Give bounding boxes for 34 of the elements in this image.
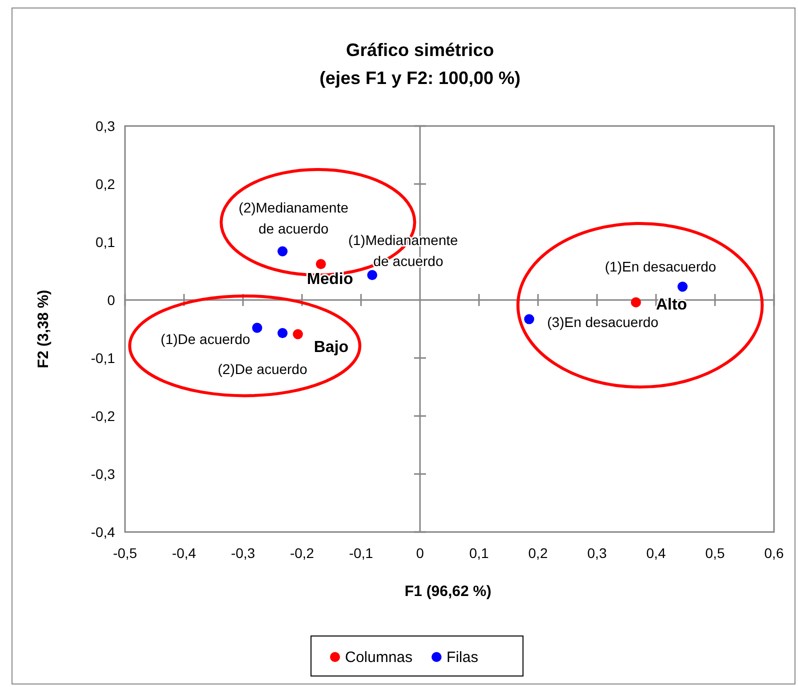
- x-tick-label: -0,3: [230, 545, 256, 561]
- y-tick-label: 0,3: [96, 118, 116, 134]
- annotation: (3)En desacuerdo: [547, 314, 659, 330]
- annotation: Bajo: [314, 339, 349, 356]
- annotation: (1)En desacuerdo: [604, 258, 716, 275]
- chart-title: Gráfico simétrico: [346, 40, 494, 60]
- legend-label: Filas: [446, 649, 478, 666]
- y-tick-label: -0,1: [90, 350, 116, 366]
- x-tick-label: 0: [416, 545, 424, 561]
- x-tick-label: 0,4: [646, 545, 666, 561]
- x-tick-label: -0,1: [348, 545, 374, 561]
- y-tick-label: 0: [107, 292, 116, 308]
- annotation: Alto: [656, 296, 688, 314]
- x-tick-label: 0,1: [469, 545, 489, 561]
- annotation: Medio: [306, 271, 354, 288]
- x-tick-label: -0,4: [172, 545, 196, 561]
- x-tick-label: 0,5: [705, 545, 725, 561]
- y-tick-label: 0,1: [96, 234, 116, 250]
- annotation: (1)De acuerdo: [160, 330, 250, 347]
- x-tick-label: 0,6: [764, 545, 784, 561]
- chart-subtitle: (ejes F1 y F2: 100,00 %): [319, 68, 521, 88]
- x-axis-title: F1 (96,62 %): [404, 583, 492, 600]
- y-tick-label: -0,2: [90, 408, 116, 424]
- legend-label: Columnas: [345, 649, 413, 666]
- annotation: (2)De acuerdo: [218, 361, 308, 378]
- y-axis-title: F2 (3,38 %): [35, 290, 52, 368]
- x-tick-label: -0,5: [112, 545, 138, 561]
- x-tick-label: 0,2: [528, 545, 548, 561]
- annotation: (2)Medianamente de acuerdo: [238, 199, 349, 236]
- y-tick-label: 0,2: [96, 176, 116, 192]
- y-tick-label: -0,3: [90, 466, 116, 482]
- x-tick-label: -0,2: [290, 545, 314, 561]
- y-tick-label: -0,4: [90, 524, 116, 540]
- x-tick-label: 0,3: [587, 545, 607, 561]
